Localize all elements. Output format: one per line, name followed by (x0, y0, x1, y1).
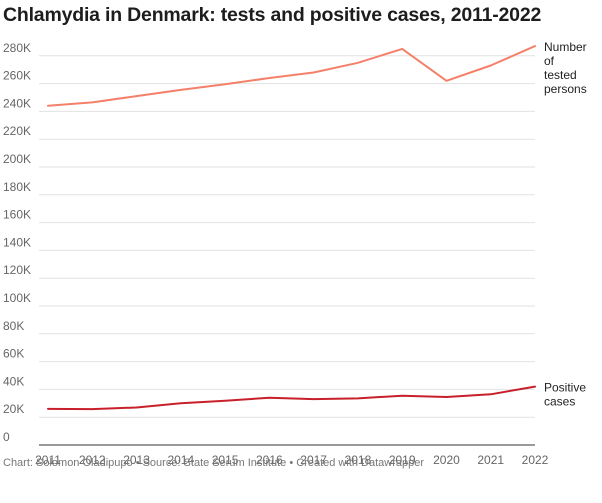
x-tick-label: 2021 (477, 453, 504, 467)
gridlines (39, 55, 535, 446)
y-tick-label: 20K (3, 402, 24, 416)
series-label: Number (544, 40, 587, 54)
x-tick-label: 2022 (522, 453, 549, 467)
y-tick-label: 60K (3, 347, 24, 361)
x-tick-label: 2016 (256, 453, 283, 467)
x-axis-ticks: 2011 2012 2013 2014 2015 2016 2017 2018 2019 2020… (35, 453, 549, 467)
y-tick-label: 160K (3, 208, 31, 222)
x-tick-label: 2017 (300, 453, 327, 467)
x-tick-label: 2012 (79, 453, 106, 467)
y-tick-label: 140K (3, 235, 31, 249)
y-tick-label: 100K (3, 291, 31, 305)
y-tick-label: 40K (3, 374, 24, 388)
chart-footer: Chart: Solomon Oladipupo • Source: State… (3, 457, 425, 469)
y-tick-label: 80K (3, 319, 24, 333)
series-lines (47, 45, 536, 411)
x-tick-label: 2018 (345, 453, 372, 467)
y-tick-label: 180K (3, 180, 31, 194)
y-tick-label: 200K (3, 152, 31, 166)
y-tick-label: 240K (3, 96, 31, 110)
x-tick-label: 2014 (167, 453, 194, 467)
series-label: of (544, 54, 555, 68)
tested-persons-line (47, 45, 536, 107)
positive-cases-line (47, 385, 536, 411)
y-tick-label: 220K (3, 124, 31, 138)
y-axis-ticks: 0 20K 40K 60K 80K 100K 120K 140K 160K 180K 200K 220… (3, 41, 31, 444)
x-tick-label: 2019 (389, 453, 416, 467)
y-tick-label: 0 (3, 430, 10, 444)
x-tick-label: 2013 (123, 453, 150, 467)
x-tick-label: 2020 (433, 453, 460, 467)
series-label: persons (544, 82, 587, 96)
y-tick-label: 280K (3, 41, 31, 55)
series-label: Positive (544, 381, 586, 395)
y-tick-label: 120K (3, 263, 31, 277)
x-tick-label: 2015 (212, 453, 239, 467)
series-label: cases (544, 395, 575, 409)
chart-title: Chlamydia in Denmark: tests and positive… (3, 4, 542, 26)
series-label: tested (544, 68, 577, 82)
x-tick-label: 2011 (35, 453, 61, 467)
y-tick-label: 260K (3, 69, 31, 83)
